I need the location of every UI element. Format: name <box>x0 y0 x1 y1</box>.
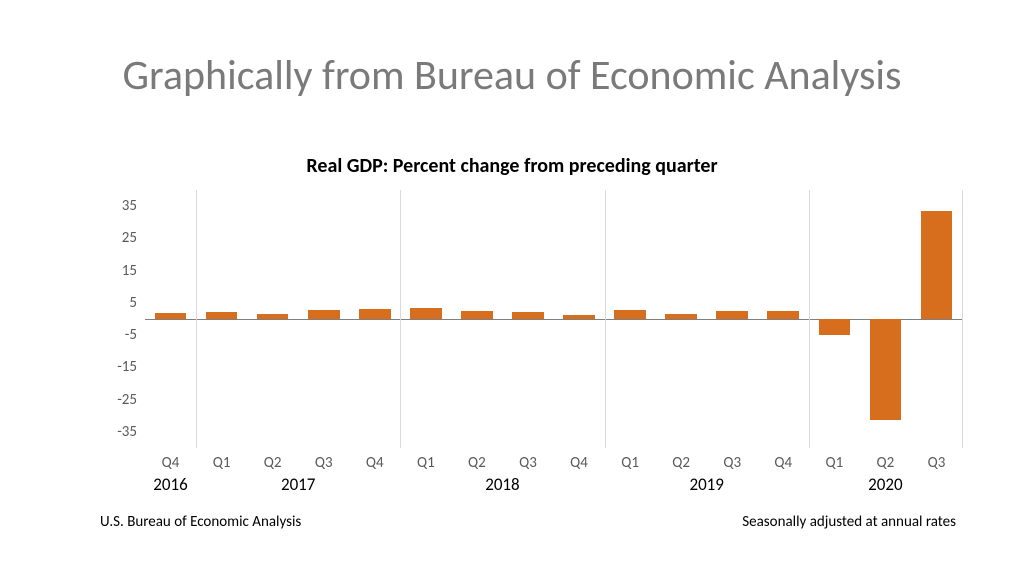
y-tick-label: -5 <box>125 326 145 344</box>
x-quarter-label: Q1 <box>417 448 435 472</box>
chart-bar <box>767 311 799 319</box>
y-tick-label: 35 <box>122 197 145 215</box>
chart-bar <box>614 310 646 319</box>
x-quarter-label: Q3 <box>928 448 946 472</box>
x-year-label: 2019 <box>689 448 723 495</box>
chart-bar <box>257 314 289 319</box>
slide-title: Graphically from Bureau of Economic Anal… <box>0 50 1024 101</box>
x-quarter-label: Q3 <box>723 448 741 472</box>
y-tick-label: 15 <box>122 262 145 280</box>
x-quarter-label: Q1 <box>825 448 843 472</box>
chart-bar <box>512 312 544 319</box>
footer-note: Seasonally adjusted at annual rates <box>742 513 956 531</box>
chart-bar <box>870 319 902 420</box>
x-quarter-label: Q4 <box>774 448 792 472</box>
chart-gridline <box>400 190 401 448</box>
chart-plot-area: -35-25-15-55152535Q4Q1Q2Q3Q4Q1Q2Q3Q4Q1Q2… <box>145 190 962 448</box>
chart-bar <box>716 311 748 319</box>
y-tick-label: -25 <box>117 391 145 409</box>
y-tick-label: -15 <box>117 358 145 376</box>
chart-bar <box>410 308 442 319</box>
footer-source: U.S. Bureau of Economic Analysis <box>100 513 301 531</box>
chart-bar <box>921 211 953 319</box>
chart-gridline <box>605 190 606 448</box>
x-quarter-label: Q2 <box>264 448 282 472</box>
slide: Graphically from Bureau of Economic Anal… <box>0 0 1024 576</box>
chart-bar <box>461 311 493 319</box>
x-year-label: 2016 <box>153 448 187 495</box>
y-tick-label: -35 <box>117 423 145 441</box>
chart-bar <box>155 313 187 319</box>
y-tick-label: 25 <box>122 229 145 247</box>
x-quarter-label: Q4 <box>570 448 588 472</box>
x-year-label: 2018 <box>485 448 519 495</box>
x-quarter-label: Q4 <box>366 448 384 472</box>
x-year-label: 2020 <box>868 448 902 495</box>
chart-gridline <box>196 190 197 448</box>
chart-bar <box>206 312 238 319</box>
x-quarter-label: Q2 <box>672 448 690 472</box>
chart-bar <box>308 310 340 319</box>
y-tick-label: 5 <box>129 294 145 312</box>
x-quarter-label: Q3 <box>519 448 537 472</box>
x-quarter-label: Q1 <box>213 448 231 472</box>
chart-gridline <box>962 190 963 448</box>
chart-bar <box>359 309 391 319</box>
chart-bar <box>665 314 697 319</box>
x-year-label: 2017 <box>281 448 315 495</box>
chart-title: Real GDP: Percent change from preceding … <box>0 154 1024 178</box>
chart-bar <box>563 315 595 319</box>
x-quarter-label: Q2 <box>468 448 486 472</box>
x-quarter-label: Q1 <box>621 448 639 472</box>
x-quarter-label: Q3 <box>315 448 333 472</box>
chart-bar <box>819 319 851 335</box>
chart-gridline <box>809 190 810 448</box>
